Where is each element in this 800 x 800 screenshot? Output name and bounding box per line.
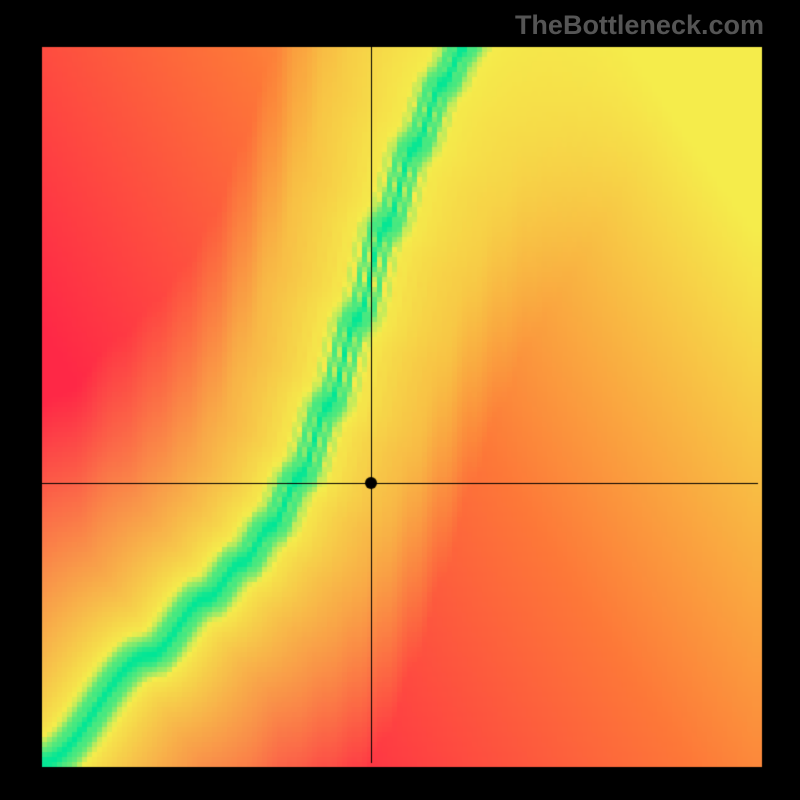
heatmap-canvas — [0, 0, 800, 800]
watermark-text: TheBottleneck.com — [515, 10, 764, 41]
chart-root: { "watermark": { "text": "TheBottleneck.… — [0, 0, 800, 800]
